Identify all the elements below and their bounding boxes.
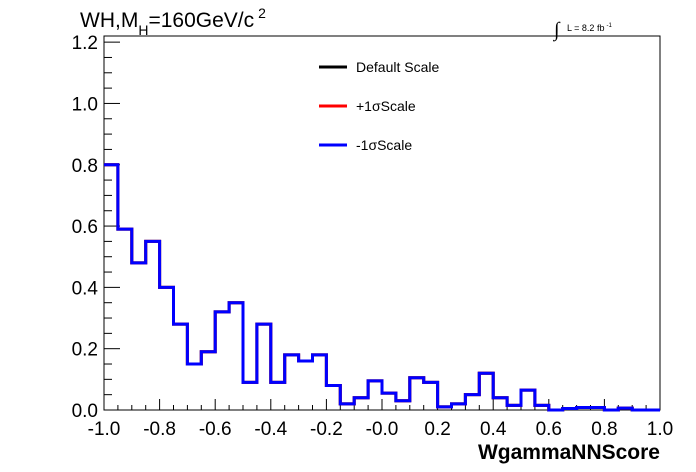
y-tick-label: 0.2 bbox=[72, 340, 98, 361]
y-tick-label: 1.0 bbox=[72, 94, 98, 115]
x-tick-label: 0.4 bbox=[480, 419, 507, 440]
legend-label-default: Default Scale bbox=[356, 59, 439, 75]
x-axis-label: WgammaNNScore bbox=[478, 441, 660, 464]
chart-title-subscript: H bbox=[138, 22, 148, 38]
chart-title-superscript: 2 bbox=[258, 5, 266, 21]
legend-label-plus1sigma: +1σScale bbox=[356, 98, 416, 114]
chart-title-main: WH,M bbox=[80, 9, 138, 32]
x-tick-label: -0.8 bbox=[143, 419, 176, 440]
x-tick-label: -0.6 bbox=[199, 419, 232, 440]
x-tick-label: 1.0 bbox=[647, 419, 673, 440]
x-tick-label: -0.0 bbox=[366, 419, 399, 440]
y-tick-label: 1.2 bbox=[72, 33, 98, 54]
legend: Default Scale +1σScale -1σScale bbox=[319, 59, 439, 153]
y-tick-label: 0.0 bbox=[72, 401, 98, 422]
x-tick-label: -0.2 bbox=[310, 419, 343, 440]
y-tick-label: 0.4 bbox=[72, 278, 99, 299]
y-tick-label: 0.6 bbox=[72, 217, 98, 238]
chart-title-rest: =160GeV/c bbox=[148, 9, 254, 32]
x-tick-label: -1.0 bbox=[88, 419, 121, 440]
x-tick-label: 0.2 bbox=[424, 419, 450, 440]
lumi-text: L = 8.2 fb bbox=[567, 23, 604, 33]
lumi-superscript: -1 bbox=[606, 23, 612, 29]
lumi-integral-symbol: ∫ bbox=[552, 19, 561, 42]
y-tick-label: 0.8 bbox=[72, 156, 98, 177]
chart-title: WH,MH=160GeV/c 2 bbox=[80, 5, 266, 38]
x-tick-label: 0.6 bbox=[536, 419, 562, 440]
series-line-minus1sigma bbox=[104, 163, 660, 412]
x-tick-label: -0.4 bbox=[254, 419, 287, 440]
x-tick-label: 0.8 bbox=[591, 419, 617, 440]
series-layer bbox=[104, 163, 660, 412]
lumi-label: L = 8.2 fb -1 bbox=[567, 23, 612, 33]
axes: -1.0 -0.8 -0.6 -0.4 -0.2 -0.0 0.2 0.4 0.6 0.8 1.0 0… bbox=[72, 33, 674, 440]
legend-label-minus1sigma: -1σScale bbox=[356, 137, 412, 153]
